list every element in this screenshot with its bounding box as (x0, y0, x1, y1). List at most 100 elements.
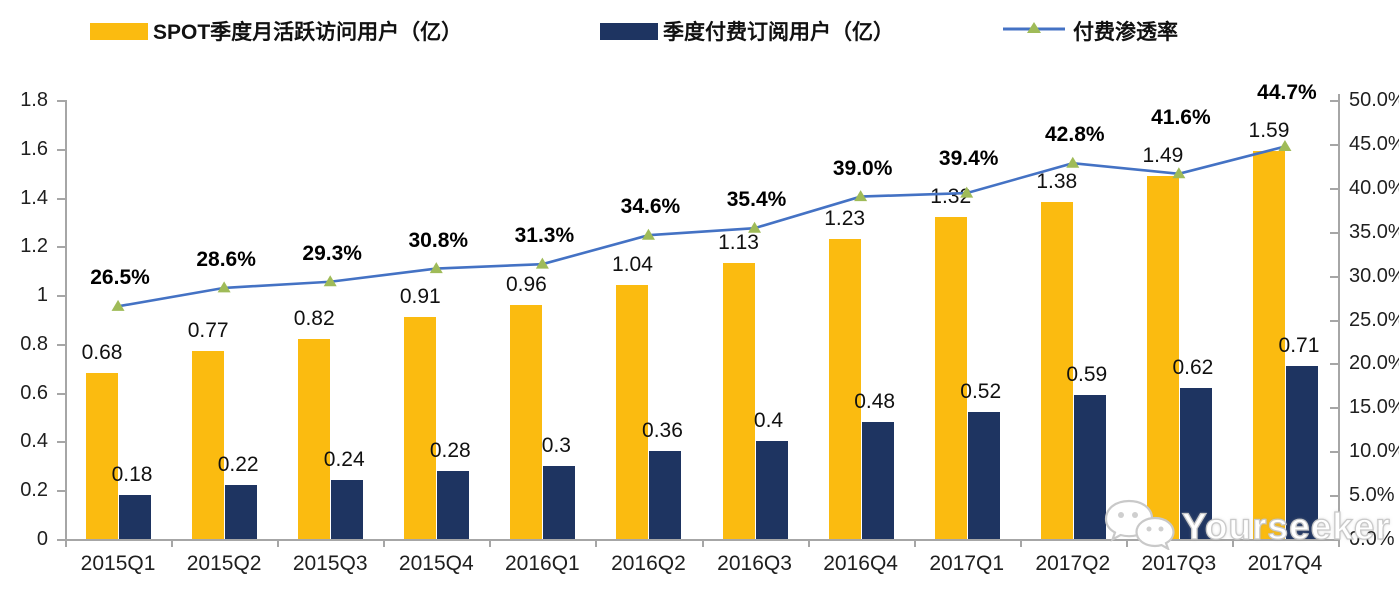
paid-bar-label: 0.3 (541, 433, 571, 457)
x-axis-tick (807, 539, 810, 547)
paid-bar (1179, 387, 1212, 539)
penetration-label: 34.6% (620, 195, 681, 219)
left-axis-tick (57, 246, 65, 249)
mau-bar-label: 1.13 (718, 231, 759, 255)
left-axis-tick-label: 1.2 (20, 235, 48, 258)
mau-bar (192, 351, 225, 539)
right-axis-tick (1330, 143, 1338, 146)
left-axis-tick (57, 441, 65, 444)
x-axis-tick (1231, 539, 1234, 547)
left-axis-tick (57, 539, 65, 541)
left-axis-tick-label: 0.2 (20, 479, 48, 502)
right-axis-tick (1330, 231, 1338, 234)
paid-bar (755, 441, 788, 539)
left-axis-tick-label: 0 (36, 528, 48, 550)
paid-bar-label: 0.71 (1278, 333, 1320, 357)
right-axis-tick (1330, 187, 1338, 190)
left-axis-tick (57, 197, 65, 200)
paid-bar-label: 0.24 (323, 448, 365, 472)
penetration-legend-marker-icon (1003, 19, 1065, 44)
left-axis-tick (57, 148, 65, 151)
x-axis-label: 2016Q3 (717, 552, 792, 575)
mau-bar-label: 1.59 (1248, 119, 1290, 143)
paid-bar (437, 470, 470, 539)
paid-bar (543, 465, 576, 539)
penetration-marker (854, 190, 868, 202)
penetration-label: 30.8% (408, 228, 469, 252)
paid-bar-label: 0.4 (753, 409, 784, 433)
penetration-label: 39.4% (938, 147, 999, 171)
mau-legend-label: SPOT季度月活跃访问用户（亿） (153, 21, 463, 44)
left-axis-tick-label: 1 (36, 284, 48, 307)
x-axis-tick (1019, 539, 1022, 547)
penetration-marker (429, 262, 443, 274)
left-axis-tick (57, 343, 65, 346)
left-axis-tick (57, 100, 65, 102)
mau-bar-label: 1.04 (612, 253, 653, 277)
left-axis-tick (57, 295, 65, 298)
mau-legend-swatch (90, 22, 148, 40)
left-axis-tick-label: 1.8 (20, 89, 48, 111)
penetration-marker (641, 228, 655, 240)
right-axis-tick (1330, 319, 1338, 322)
x-axis-tick (913, 539, 916, 547)
penetration-label: 28.6% (196, 247, 256, 271)
paid-bar-label: 0.48 (854, 389, 896, 413)
mau-bar (616, 285, 649, 539)
penetration-marker (217, 281, 231, 293)
x-axis-tick (277, 539, 280, 547)
penetration-marker (1066, 156, 1080, 168)
right-axis-tick (1330, 100, 1338, 102)
left-axis-tick-label: 0.8 (20, 332, 48, 355)
mau-bar-label: 0.82 (293, 307, 335, 330)
right-axis-tick (1330, 451, 1338, 454)
penetration-marker (323, 275, 337, 287)
x-axis-label: 2017Q1 (929, 552, 1005, 575)
right-axis-tick-label: 0.0% (1349, 528, 1395, 550)
x-axis-tick (65, 539, 67, 547)
paid-bar (225, 485, 258, 539)
mau-bar-label: 0.91 (399, 285, 441, 309)
paid-bar-label: 0.36 (642, 419, 683, 443)
left-axis-tick-label: 0.6 (20, 381, 48, 404)
x-axis-tick (1125, 539, 1128, 547)
x-axis-tick (595, 539, 598, 547)
penetration-label: 42.8% (1045, 123, 1105, 147)
x-axis-label: 2016Q4 (823, 552, 898, 575)
mau-bar (722, 263, 755, 539)
x-axis-tick (171, 539, 174, 547)
right-axis-tick-label: 20.0% (1349, 352, 1399, 375)
penetration-marker (111, 299, 125, 311)
x-axis-label: 2015Q3 (292, 552, 368, 575)
paid-legend-label: 季度付费订阅用户（亿） (663, 21, 894, 44)
penetration-legend-label: 付费渗透率 (1073, 21, 1178, 44)
mau-bar (934, 217, 967, 539)
paid-bar-label: 0.28 (429, 438, 471, 462)
paid-bar-label: 0.52 (960, 380, 1002, 404)
x-axis-tick (1338, 539, 1340, 547)
right-axis-tick-label: 50.0% (1349, 89, 1399, 111)
mau-bar-label: 0.77 (187, 319, 229, 343)
paid-bar (967, 412, 1000, 539)
left-axis-line (65, 100, 67, 539)
x-axis-tick (701, 539, 704, 547)
paid-bar-label: 0.62 (1172, 355, 1214, 379)
wechat-chat-bubbles-icon (1102, 498, 1176, 555)
penetration-label: 41.6% (1151, 105, 1211, 129)
legend-item-penetration: 付费渗透率 (1003, 18, 1178, 44)
paid-bar (861, 421, 894, 539)
x-axis-label: 2015Q4 (398, 552, 474, 575)
penetration-label: 31.3% (514, 224, 575, 248)
penetration-label: 39.0% (832, 156, 893, 180)
paid-bar (1073, 395, 1106, 539)
right-axis-tick-label: 15.0% (1349, 396, 1399, 419)
paid-bar (1285, 365, 1318, 539)
right-axis-tick (1330, 407, 1338, 410)
mau-bar (86, 373, 119, 539)
left-axis-tick (57, 392, 65, 395)
left-axis-tick-label: 0.4 (20, 430, 48, 453)
right-axis-tick-label: 40.0% (1349, 176, 1399, 199)
right-axis-tick (1330, 495, 1338, 498)
mau-bar-label: 1.32 (930, 185, 972, 209)
